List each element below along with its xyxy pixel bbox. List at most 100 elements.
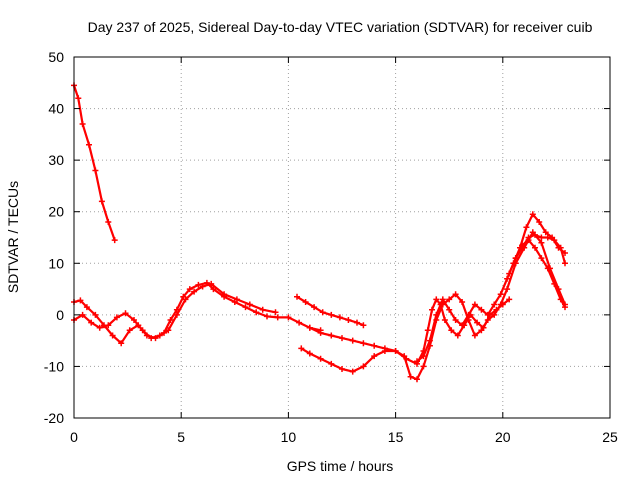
y-tick-label: 10: [48, 255, 64, 271]
data-point: [360, 322, 367, 329]
data-point: [557, 244, 564, 251]
data-point: [345, 317, 352, 323]
plot-frame: [73, 56, 611, 419]
data-point: [504, 286, 511, 293]
data-point: [424, 327, 431, 334]
series-line-arc-5: [300, 298, 511, 373]
data-point: [285, 314, 292, 321]
data-point: [328, 311, 335, 318]
data-point: [88, 319, 95, 326]
data-point: [173, 311, 180, 318]
data-point: [441, 317, 448, 323]
data-point: [360, 363, 367, 370]
data-point: [96, 324, 103, 331]
y-tick-label: -10: [44, 358, 64, 374]
x-tick-label: 25: [602, 429, 618, 445]
data-point: [506, 296, 513, 303]
data-point: [186, 286, 193, 293]
data-point: [448, 327, 455, 334]
data-point: [264, 313, 270, 320]
data-point: [113, 314, 120, 321]
data-point: [233, 296, 240, 303]
data-point: [465, 311, 472, 318]
data-point: [319, 309, 326, 316]
x-tick-label: 5: [177, 429, 185, 445]
ticks: [73, 56, 611, 419]
data-point: [86, 141, 92, 148]
data-point: [439, 296, 446, 303]
data-point: [191, 288, 198, 295]
tick-labels: 0 5 10 15 20 25 -20 -10 0 10 20 30 40 50: [44, 49, 618, 445]
series-line-arc-4: [295, 295, 365, 327]
data-point: [298, 345, 305, 352]
x-tick-label: 10: [281, 429, 297, 445]
data-point: [532, 244, 538, 251]
y-tick-label: 30: [48, 152, 64, 168]
data-point: [306, 350, 313, 357]
data-point: [452, 317, 459, 323]
x-axis-label: GPS time / hours: [287, 458, 394, 474]
data-point: [253, 309, 260, 316]
data-point: [118, 340, 125, 347]
series-line-arc-3: [72, 282, 277, 340]
series-line-arc-7: [415, 213, 567, 363]
data-point: [98, 198, 105, 205]
data-point: [195, 281, 202, 288]
data-point: [484, 317, 491, 323]
data-point: [446, 306, 453, 313]
data-point: [156, 332, 163, 339]
data-point: [478, 327, 485, 334]
x-tick-label: 0: [70, 429, 78, 445]
data-point: [491, 301, 498, 308]
data-point: [167, 317, 174, 323]
data-point: [296, 319, 303, 326]
data-point: [407, 373, 414, 380]
data-point: [302, 299, 309, 305]
data-point: [381, 345, 388, 352]
data-point: [433, 296, 440, 303]
data-point: [105, 322, 112, 329]
data-point: [538, 239, 545, 246]
data-point: [452, 291, 459, 298]
series-line-arc-8: [508, 239, 567, 309]
data-point: [317, 329, 324, 336]
y-axis-label: SDTVAR / TECUs: [5, 181, 21, 293]
chart-title: Day 237 of 2025, Sidereal Day-to-day VTE…: [88, 19, 593, 35]
series-line-arc-1: [72, 84, 116, 242]
data-point: [221, 291, 228, 298]
data-point: [392, 348, 399, 354]
data-point: [484, 311, 491, 318]
data-point: [491, 311, 498, 318]
data-point: [126, 327, 133, 334]
data-point: [306, 324, 313, 331]
data-point: [519, 244, 526, 251]
data-point: [328, 332, 335, 339]
data-point: [429, 306, 435, 313]
data-point: [474, 319, 481, 326]
data-point: [401, 353, 408, 360]
data-point: [83, 304, 90, 311]
data-point: [79, 121, 86, 127]
data-point: [92, 167, 99, 174]
data-point: [131, 317, 137, 323]
data-point: [371, 353, 378, 360]
data-point: [544, 265, 551, 272]
data-point: [420, 353, 427, 360]
data-point: [360, 340, 367, 347]
data-point: [414, 358, 420, 365]
data-point: [259, 306, 266, 313]
data-point: [529, 211, 536, 218]
data-point: [349, 337, 356, 344]
data-point: [433, 311, 440, 318]
data-point: [497, 301, 504, 308]
data-point: [105, 219, 112, 225]
data-point: [272, 309, 279, 316]
data-point: [182, 296, 189, 303]
data-point: [471, 332, 478, 339]
data-point: [122, 310, 129, 317]
data-point: [317, 355, 324, 362]
data-point: [542, 229, 549, 236]
series-line-arc-6: [308, 231, 567, 381]
data-point: [371, 342, 378, 349]
data-point: [339, 335, 345, 342]
